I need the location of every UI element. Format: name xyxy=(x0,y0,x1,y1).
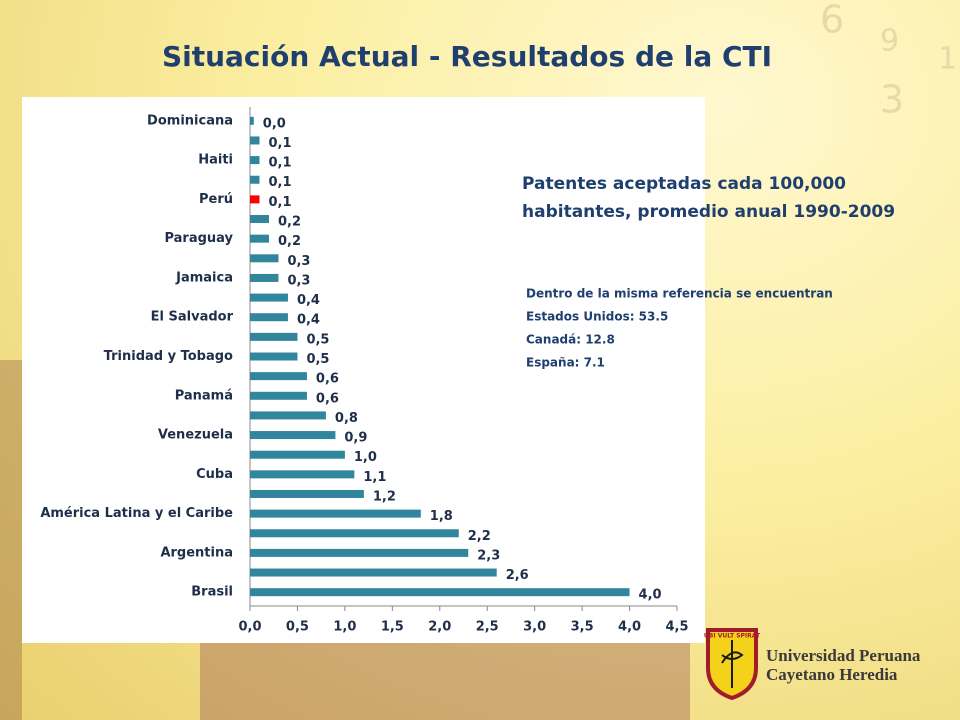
y-tick-label: Perú xyxy=(199,192,233,207)
logo-motto: UBI VULT SPIRAT xyxy=(704,633,761,640)
value-label: 2,3 xyxy=(477,548,500,563)
value-label: 4,0 xyxy=(639,588,662,603)
x-tick-label: 2,5 xyxy=(476,620,499,635)
svg-text:1: 1 xyxy=(938,42,957,77)
svg-text:9: 9 xyxy=(880,24,899,59)
value-label: 0,4 xyxy=(297,293,320,308)
annotation: Patentes aceptadas cada 100,000 xyxy=(522,174,846,194)
value-label: 0,6 xyxy=(316,372,339,387)
note: España: 7.1 xyxy=(526,356,605,370)
svg-text:6: 6 xyxy=(820,0,844,42)
bar xyxy=(250,372,307,381)
value-label: 0,1 xyxy=(268,195,291,210)
bar xyxy=(250,431,336,440)
bar xyxy=(250,548,469,557)
y-tick-label: Panamá xyxy=(175,388,233,403)
logo-name: Universidad Peruana xyxy=(766,646,921,665)
x-tick-label: 0,0 xyxy=(238,620,261,635)
value-label: 0,4 xyxy=(297,313,320,328)
value-label: 0,9 xyxy=(344,431,367,446)
value-label: 0,1 xyxy=(268,156,291,171)
y-tick-label: Dominicana xyxy=(147,113,233,128)
bar xyxy=(250,313,288,322)
bar xyxy=(250,529,459,538)
value-label: 0,1 xyxy=(268,175,291,190)
y-tick-label: Paraguay xyxy=(164,231,233,246)
value-label: 0,3 xyxy=(287,273,310,288)
y-tick-label: Jamaica xyxy=(175,270,233,285)
value-label: 1,0 xyxy=(354,450,377,465)
y-tick-label: Venezuela xyxy=(158,428,233,443)
bar xyxy=(250,332,298,341)
bar xyxy=(250,509,421,518)
bar xyxy=(250,293,288,302)
x-tick-label: 3,5 xyxy=(571,620,594,635)
y-tick-label: Argentina xyxy=(160,545,233,560)
value-label: 0,1 xyxy=(268,136,291,151)
value-label: 0,5 xyxy=(306,352,329,367)
bar xyxy=(250,254,279,263)
x-tick-label: 2,0 xyxy=(428,620,451,635)
x-tick-label: 0,5 xyxy=(286,620,309,635)
bar xyxy=(250,489,364,498)
y-tick-label: América Latina y el Caribe xyxy=(40,506,233,521)
x-tick-label: 3,0 xyxy=(523,620,546,635)
svg-text:3: 3 xyxy=(880,78,904,122)
y-tick-label: Brasil xyxy=(191,585,233,600)
value-label: 1,1 xyxy=(363,470,386,485)
x-tick-label: 4,5 xyxy=(665,620,688,635)
value-label: 2,2 xyxy=(468,529,491,544)
x-tick-label: 4,0 xyxy=(618,620,641,635)
value-label: 1,2 xyxy=(373,489,396,504)
value-label: 0,2 xyxy=(278,234,301,249)
note: Estados Unidos: 53.5 xyxy=(526,310,668,324)
bar xyxy=(250,568,497,577)
value-label: 0,0 xyxy=(263,116,286,131)
value-label: 0,3 xyxy=(287,254,310,269)
y-tick-label: El Salvador xyxy=(151,310,234,325)
y-tick-label: Trinidad y Tobago xyxy=(104,349,233,364)
value-label: 0,2 xyxy=(278,215,301,230)
y-tick-label: Haiti xyxy=(198,153,233,168)
x-tick-label: 1,5 xyxy=(381,620,404,635)
bar xyxy=(250,116,254,125)
value-label: 0,6 xyxy=(316,391,339,406)
note: Dentro de la misma referencia se encuent… xyxy=(526,287,833,301)
bar xyxy=(250,273,279,282)
bar xyxy=(250,411,326,420)
bar xyxy=(250,234,269,243)
bar xyxy=(250,136,260,145)
value-label: 2,6 xyxy=(506,568,529,583)
bar xyxy=(250,450,345,459)
bar xyxy=(250,391,307,400)
bar xyxy=(250,156,260,165)
bar xyxy=(250,352,298,361)
bar xyxy=(250,588,630,597)
bar xyxy=(250,175,260,184)
bar xyxy=(250,470,355,479)
note: Canadá: 12.8 xyxy=(526,333,615,347)
slide-title: Situación Actual - Resultados de la CTI xyxy=(162,40,772,73)
value-label: 1,8 xyxy=(430,509,453,524)
x-tick-label: 1,0 xyxy=(333,620,356,635)
bar xyxy=(250,215,269,224)
y-tick-label: Cuba xyxy=(196,467,233,482)
bar xyxy=(250,195,260,204)
logo: UBI VULT SPIRAT Universidad Peruana Caye… xyxy=(704,628,921,701)
value-label: 0,8 xyxy=(335,411,358,426)
value-label: 0,5 xyxy=(306,332,329,347)
annotation: habitantes, promedio anual 1990-2009 xyxy=(522,202,895,222)
logo-name: Cayetano Heredia xyxy=(766,665,898,684)
